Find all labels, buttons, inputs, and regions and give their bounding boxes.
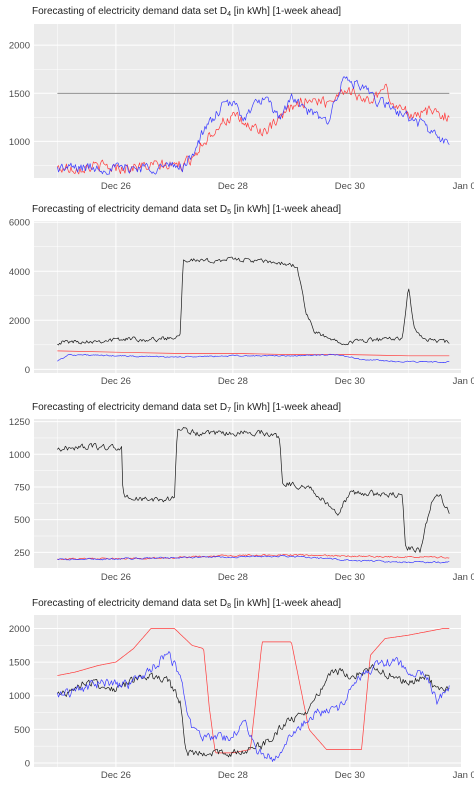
x-tick-label: Dec 30 bbox=[335, 376, 365, 387]
series-line-3 bbox=[57, 651, 450, 762]
series-line-2 bbox=[57, 350, 450, 357]
chart-panel-2: Forecasting of electricity demand data s… bbox=[9, 204, 474, 387]
y-tick-label: 1000 bbox=[9, 137, 30, 148]
y-tick-label: 6000 bbox=[9, 218, 30, 229]
y-tick-label: 4000 bbox=[9, 267, 30, 278]
chart-title: Forecasting of electricity demand data s… bbox=[32, 204, 341, 216]
y-tick-label: 0 bbox=[25, 365, 30, 376]
y-tick-label: 0 bbox=[25, 758, 30, 769]
y-tick-label: 2000 bbox=[9, 41, 30, 52]
series-line-3 bbox=[57, 353, 450, 364]
y-tick-label: 750 bbox=[14, 482, 30, 493]
x-tick-label: Dec 30 bbox=[335, 572, 365, 583]
plot-background bbox=[34, 221, 461, 373]
x-tick-label: Dec 26 bbox=[101, 181, 131, 192]
plot-background bbox=[34, 615, 461, 767]
y-tick-label: 1000 bbox=[9, 450, 30, 461]
series-line-2 bbox=[57, 664, 450, 758]
series-line-1 bbox=[57, 427, 450, 553]
chart-title: Forecasting of electricity demand data s… bbox=[32, 6, 341, 18]
x-tick-label: Dec 26 bbox=[101, 770, 131, 781]
series-line-1 bbox=[57, 628, 450, 754]
y-tick-label: 1500 bbox=[9, 658, 30, 669]
chart-title: Forecasting of electricity demand data s… bbox=[32, 402, 341, 414]
x-tick-label: Dec 30 bbox=[335, 181, 365, 192]
series-line-3 bbox=[57, 76, 450, 175]
y-tick-label: 500 bbox=[14, 515, 30, 526]
y-tick-label: 1000 bbox=[9, 691, 30, 702]
x-tick-label: Dec 26 bbox=[101, 572, 131, 583]
y-tick-label: 250 bbox=[14, 548, 30, 559]
plot-background bbox=[34, 24, 461, 178]
x-tick-label: Jan 01 bbox=[453, 770, 474, 781]
x-tick-label: Jan 01 bbox=[453, 181, 474, 192]
y-tick-label: 2000 bbox=[9, 316, 30, 327]
x-tick-label: Dec 28 bbox=[218, 376, 248, 387]
series-line-1 bbox=[57, 256, 450, 346]
chart-title: Forecasting of electricity demand data s… bbox=[32, 598, 341, 610]
y-tick-label: 1250 bbox=[9, 417, 30, 428]
x-tick-label: Dec 28 bbox=[218, 572, 248, 583]
x-tick-label: Dec 30 bbox=[335, 770, 365, 781]
chart-panel-4: Forecasting of electricity demand data s… bbox=[9, 598, 474, 781]
x-tick-label: Jan 01 bbox=[453, 376, 474, 387]
y-tick-label: 2000 bbox=[9, 624, 30, 635]
x-tick-label: Dec 28 bbox=[218, 770, 248, 781]
y-tick-label: 1500 bbox=[9, 89, 30, 100]
plot-background bbox=[34, 419, 461, 568]
x-tick-label: Jan 01 bbox=[453, 572, 474, 583]
series-line-3 bbox=[57, 554, 450, 564]
x-tick-label: Dec 28 bbox=[218, 181, 248, 192]
x-tick-label: Dec 26 bbox=[101, 376, 131, 387]
chart-panel-3: Forecasting of electricity demand data s… bbox=[9, 402, 474, 583]
chart-panel-1: Forecasting of electricity demand data s… bbox=[9, 6, 474, 192]
y-tick-label: 500 bbox=[14, 725, 30, 736]
series-line-2 bbox=[57, 83, 450, 175]
